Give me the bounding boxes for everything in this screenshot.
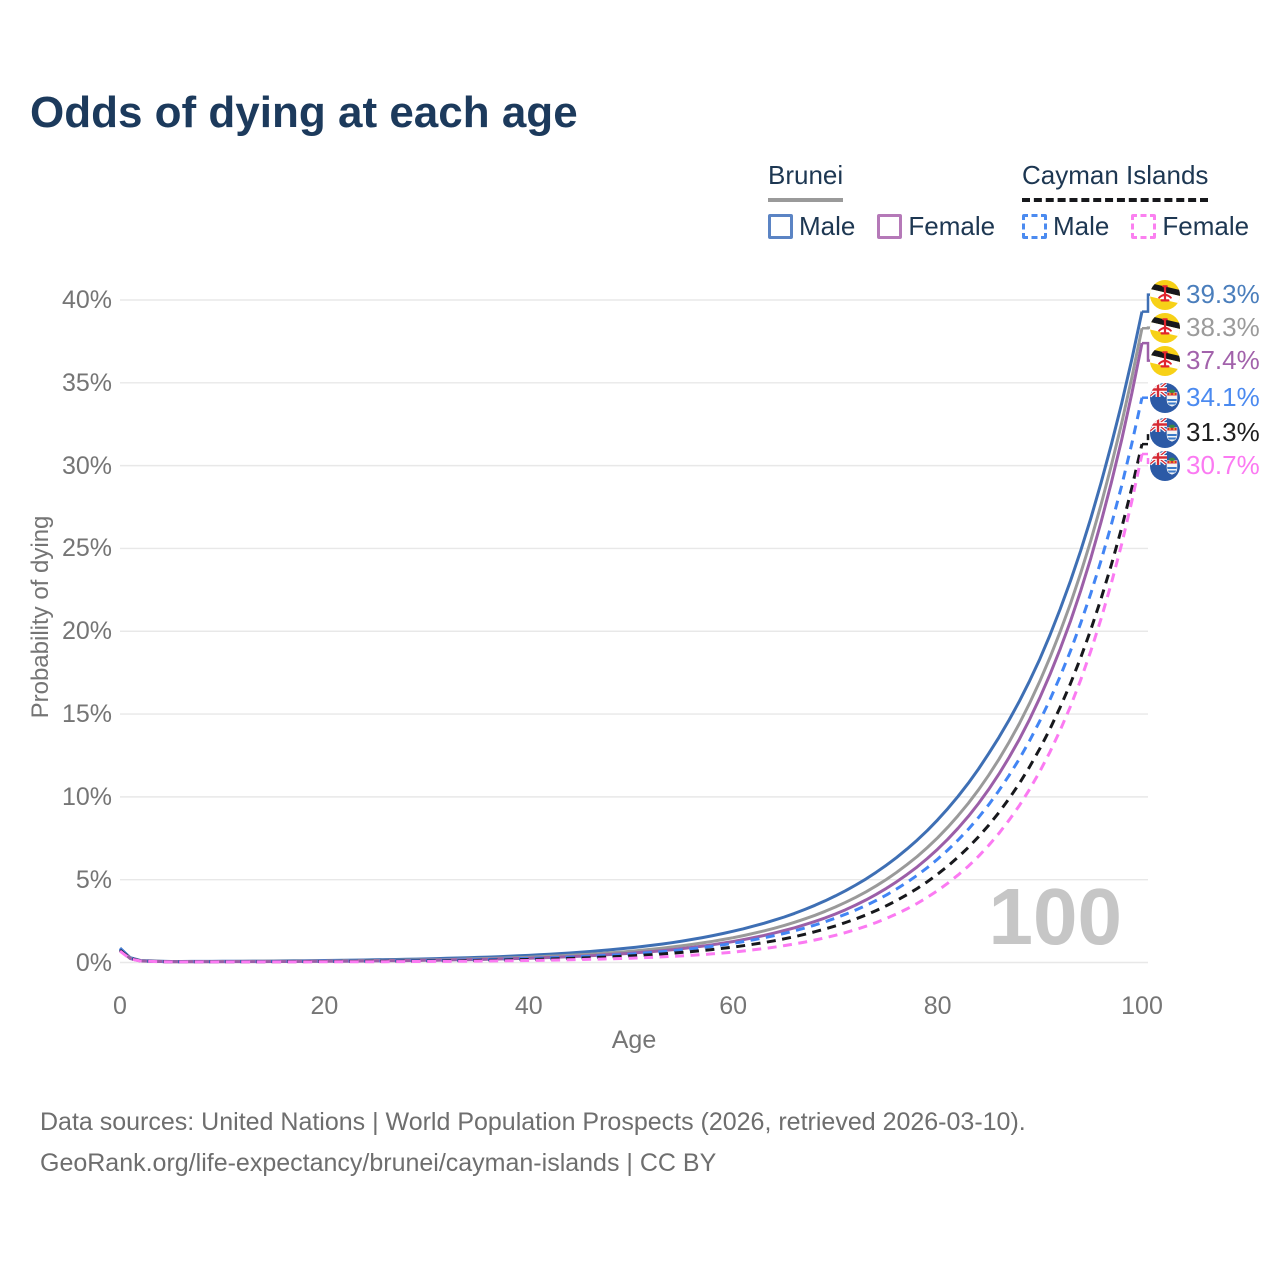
brunei-flag-icon [1150, 279, 1180, 310]
x-tick-label: 60 [719, 992, 748, 1020]
legend-item-brunei-female[interactable]: Female [877, 211, 995, 242]
legend-group-title: Cayman Islands [1022, 160, 1209, 202]
y-tick-label: 20% [61, 617, 112, 646]
legend-item-label: Female [908, 211, 996, 241]
x-tick-label: 100 [1121, 992, 1163, 1020]
flag-icon-wrap [1150, 382, 1180, 413]
legend-group-cayman-islands: Cayman Islands Male Female [1022, 160, 1249, 242]
end-value-label: 30.7% [1186, 450, 1260, 481]
footer: Data sources: United Nations | World Pop… [40, 1102, 1026, 1184]
end-label-brunei-male: 39.3% [1150, 279, 1260, 310]
end-value-label: 31.3% [1186, 417, 1260, 448]
legend-item-label: Male [799, 211, 856, 241]
label-connector-cayman-islands-female [1142, 452, 1151, 467]
cayman-islands-flag-icon [1150, 382, 1180, 413]
y-tick-label: 5% [75, 865, 112, 894]
legend-swatch-icon [768, 214, 793, 239]
x-tick-label: 20 [310, 992, 339, 1020]
flag-icon-wrap [1150, 345, 1180, 376]
label-connector-brunei-all [1142, 326, 1151, 330]
brunei-flag-icon [1150, 345, 1180, 376]
label-connectors-layer [1142, 293, 1151, 467]
end-label-cayman-islands-male: 34.1% [1150, 382, 1260, 413]
y-tick-label: 35% [61, 368, 112, 397]
y-tick-label: 15% [61, 700, 112, 729]
end-label-cayman-islands-all: 31.3% [1150, 417, 1260, 448]
legend-item-cayman-islands-female[interactable]: Female [1131, 211, 1249, 242]
end-value-label: 39.3% [1186, 279, 1260, 310]
legend-item-label: Female [1162, 211, 1250, 241]
legend-item-label: Male [1053, 211, 1110, 241]
legend-swatch-icon [1131, 214, 1157, 239]
flag-icon-wrap [1150, 450, 1180, 481]
end-label-cayman-islands-female: 30.7% [1150, 450, 1260, 481]
flag-icon-wrap [1150, 417, 1180, 448]
age-watermark: 100 [989, 872, 1122, 961]
x-tick-label: 0 [113, 992, 127, 1020]
legend-swatch-icon [1022, 214, 1047, 239]
end-label-brunei-all: 38.3% [1150, 312, 1260, 343]
label-connector-brunei-male [1142, 293, 1151, 313]
flag-icon-wrap [1150, 312, 1180, 343]
series-layer [118, 311, 1144, 964]
series-line-brunei-male [118, 311, 1144, 963]
footer-attribution-line: GeoRank.org/life-expectancy/brunei/cayma… [40, 1149, 717, 1177]
x-axis-title: Age [612, 1026, 656, 1054]
legend-item-cayman-islands-male[interactable]: Male [1022, 211, 1109, 242]
legend-item-brunei-male[interactable]: Male [768, 211, 855, 242]
end-value-label: 38.3% [1186, 312, 1260, 343]
legend: Brunei Male Female Cayman Islands Male Female [0, 0, 1280, 250]
flag-icon-wrap [1150, 279, 1180, 310]
label-connector-cayman-islands-all [1142, 431, 1151, 446]
y-tick-label: 0% [75, 948, 112, 977]
cayman-islands-flag-icon [1150, 417, 1180, 448]
label-connector-brunei-female [1142, 341, 1151, 362]
page-title: Odds of dying at each age [30, 88, 578, 137]
footer-sources-line: Data sources: United Nations | World Pop… [40, 1108, 1026, 1136]
x-tick-label: 40 [514, 992, 543, 1020]
series-line-brunei-all [119, 327, 1144, 964]
series-line-brunei-female [119, 342, 1144, 964]
y-tick-label: 10% [61, 782, 112, 811]
end-value-label: 37.4% [1186, 345, 1260, 376]
legend-group-title: Brunei [768, 160, 844, 202]
end-label-brunei-female: 37.4% [1150, 345, 1260, 376]
end-value-label: 34.1% [1186, 382, 1260, 413]
y-tick-label: 40% [61, 286, 112, 314]
y-axis-title: Probability of dying [27, 516, 54, 719]
series-line-cayman-islands-female [119, 453, 1144, 964]
y-tick-label: 25% [61, 534, 112, 563]
brunei-flag-icon [1150, 312, 1180, 343]
x-tick-label: 80 [923, 992, 952, 1020]
y-tick-label: 30% [61, 451, 112, 480]
legend-group-brunei: Brunei Male Female [768, 160, 995, 242]
gridlines-layer [120, 299, 1148, 964]
legend-swatch-icon [877, 214, 903, 239]
cayman-islands-flag-icon [1150, 450, 1180, 481]
